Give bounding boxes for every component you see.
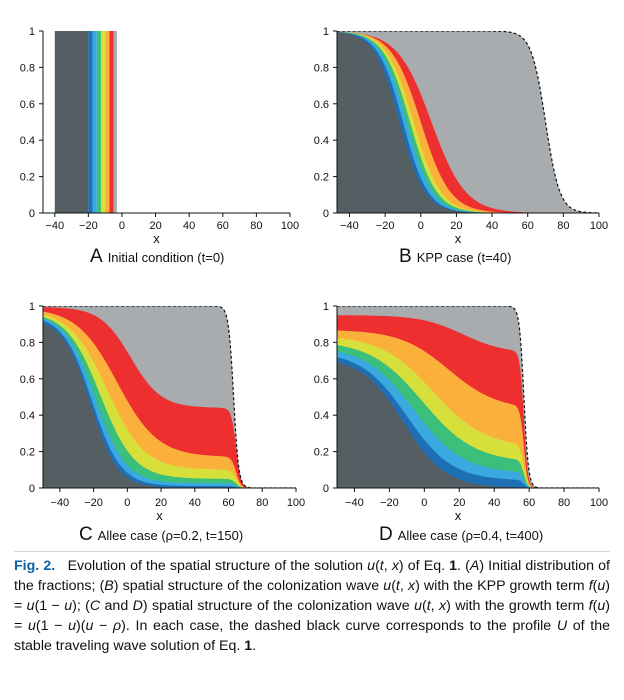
panel-letter: B — [399, 246, 412, 267]
y-tick-label: 0.4 — [314, 410, 329, 422]
x-tick-label: −40 — [340, 220, 359, 232]
y-tick-label: 0.6 — [20, 374, 35, 386]
x-tick-label: 0 — [421, 497, 427, 509]
layer-0 — [337, 362, 599, 488]
y-tick-label: 0.8 — [314, 337, 329, 349]
x-tick-label: 20 — [155, 497, 167, 509]
y-tick-label: 0.4 — [20, 135, 35, 147]
layer-0 — [337, 32, 599, 213]
y-tick-label: 0.2 — [314, 172, 329, 184]
x-tick-label: −20 — [79, 220, 98, 232]
y-tick-label: 1 — [323, 26, 329, 38]
plot-area — [337, 31, 599, 213]
band-3 — [96, 31, 101, 213]
panel-letter: C — [79, 524, 93, 545]
y-tick-label: 0.2 — [314, 447, 329, 459]
y-tick-label: 0 — [323, 483, 329, 495]
x-tick-label: 60 — [523, 497, 535, 509]
panel-C: −40 −20 0 20 40 60 80 100 0 0.2 0.4 0.6 0.8 1 x C Allee … — [20, 301, 305, 545]
y-tick-label: 0.6 — [314, 374, 329, 386]
x-tick-label: −40 — [345, 497, 364, 509]
x-tick-label: 0 — [124, 497, 130, 509]
panel-title: D Allee case (ρ=0.4, t=400) — [379, 524, 543, 545]
band-1 — [88, 31, 93, 213]
layer-1 — [43, 320, 296, 488]
y-tick-label: 0 — [323, 208, 329, 220]
panel-D: −40 −20 0 20 40 60 80 100 0 0.2 0.4 0.6 0.8 1 x D Allee … — [314, 301, 608, 545]
x-axis-label: x — [455, 231, 462, 246]
band-0 — [54, 31, 89, 213]
x-tick-label: 100 — [281, 220, 299, 232]
panel-B: −40 −20 0 20 40 60 80 100 0 0.2 0.4 0.6 0.8 1 x B KPP ca… — [314, 26, 608, 267]
x-tick-label: −20 — [380, 497, 399, 509]
x-tick-label: −40 — [45, 220, 64, 232]
y-tick-label: 1 — [29, 26, 35, 38]
panel-subtitle: Allee case (ρ=0.2, t=150) — [98, 528, 243, 543]
x-tick-label: 20 — [149, 220, 161, 232]
x-tick-label: 20 — [453, 497, 465, 509]
x-tick-label: 40 — [488, 497, 500, 509]
y-tick-label: 0.4 — [20, 410, 35, 422]
band-2 — [92, 31, 97, 213]
x-tick-label: 40 — [486, 220, 498, 232]
band-5 — [105, 31, 110, 213]
x-tick-label: 80 — [557, 220, 569, 232]
x-tick-label: 80 — [558, 497, 570, 509]
x-axis-label: x — [455, 508, 462, 523]
panel-A: −40 −20 0 20 40 60 80 100 0 0.2 0.4 0.6 0.8 1 x A Initia… — [20, 26, 299, 267]
x-tick-label: −40 — [51, 497, 70, 509]
band-7 — [113, 31, 117, 213]
caption-body: Evolution of the spatial structure of th… — [14, 558, 610, 654]
y-tick-label: 1 — [323, 301, 329, 313]
x-tick-label: 100 — [287, 497, 305, 509]
x-axis-label: x — [153, 231, 160, 246]
y-tick-label: 0.6 — [20, 99, 35, 111]
x-tick-label: 0 — [418, 220, 424, 232]
x-tick-label: 0 — [119, 220, 125, 232]
panel-letter: A — [90, 246, 103, 267]
x-tick-label: 60 — [522, 220, 534, 232]
x-tick-label: 100 — [590, 220, 608, 232]
y-tick-label: 0 — [29, 208, 35, 220]
panel-title: C Allee case (ρ=0.2, t=150) — [79, 524, 243, 545]
panel-title: B KPP case (t=40) — [399, 246, 511, 267]
x-tick-label: 60 — [222, 497, 234, 509]
x-tick-label: 20 — [450, 220, 462, 232]
x-axis-label: x — [156, 508, 163, 523]
plot-area — [54, 31, 117, 213]
x-tick-label: 40 — [189, 497, 201, 509]
x-tick-label: 80 — [256, 497, 268, 509]
caption-rule — [14, 551, 610, 552]
y-tick-label: 0.8 — [20, 62, 35, 74]
y-tick-label: 1 — [29, 301, 35, 313]
band-4 — [100, 31, 106, 213]
plot-area — [43, 306, 296, 488]
x-tick-label: 40 — [183, 220, 195, 232]
y-tick-label: 0.8 — [20, 337, 35, 349]
dashed-profile — [337, 31, 599, 213]
panel-subtitle: KPP case (t=40) — [417, 250, 512, 265]
y-tick-label: 0.2 — [20, 447, 35, 459]
panel-letter: D — [379, 524, 393, 545]
panel-title: A Initial condition (t=0) — [90, 246, 224, 267]
panel-subtitle: Allee case (ρ=0.4, t=400) — [398, 528, 543, 543]
figure-caption: Fig. 2. Evolution of the spatial structu… — [14, 556, 610, 656]
x-tick-label: 60 — [217, 220, 229, 232]
band-6 — [109, 31, 114, 213]
y-tick-label: 0.8 — [314, 62, 329, 74]
plot-area — [337, 306, 599, 488]
x-tick-label: 100 — [590, 497, 608, 509]
layer-0 — [43, 323, 296, 488]
caption-lead: Fig. 2. — [14, 558, 56, 574]
y-tick-label: 0.2 — [20, 172, 35, 184]
x-tick-label: −20 — [376, 220, 395, 232]
y-tick-label: 0.4 — [314, 135, 329, 147]
panel-subtitle: Initial condition (t=0) — [108, 250, 225, 265]
y-tick-label: 0.6 — [314, 99, 329, 111]
x-tick-label: −20 — [84, 497, 103, 509]
y-tick-label: 0 — [29, 483, 35, 495]
x-tick-label: 80 — [250, 220, 262, 232]
